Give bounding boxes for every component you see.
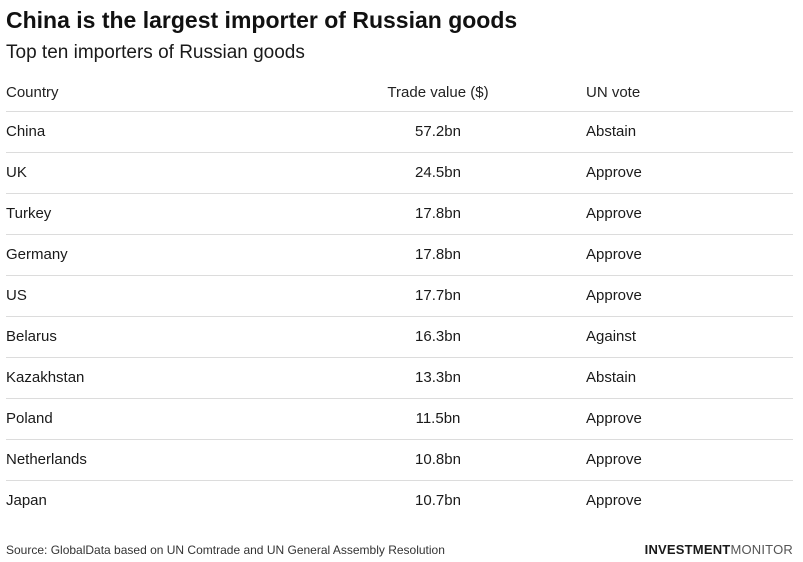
table-row: Kazakhstan 13.3bn Abstain [6,358,793,399]
country-cell: Poland [6,410,53,427]
brand-logo-part1: INVESTMENT [644,542,731,557]
trade-value-cell: 17.8bn [415,205,461,222]
trade-value-cell: 57.2bn [415,123,461,140]
country-cell: Turkey [6,205,52,222]
column-header-un-vote: UN vote [586,84,641,101]
table-row: China 57.2bn Abstain [6,112,793,153]
brand-logo-part2: MONITOR [730,542,793,557]
table-row: UK 24.5bn Approve [6,153,793,194]
country-cell: Belarus [6,328,57,345]
country-cell: Germany [6,246,68,263]
trade-value-cell: 10.7bn [415,492,461,509]
un-vote-cell: Approve [586,492,642,509]
trade-value-cell: 10.8bn [415,451,461,468]
trade-value-cell: 24.5bn [415,164,461,181]
table-row: Germany 17.8bn Approve [6,235,793,276]
trade-value-cell: 11.5bn [415,410,461,427]
table-header-row: Country Trade value ($) UN vote [6,74,793,112]
country-cell: Netherlands [6,451,87,468]
chart-subtitle: Top ten importers of Russian goods [6,42,305,63]
table-row: Japan 10.7bn Approve [6,481,793,521]
column-header-country: Country [6,84,59,101]
country-cell: US [6,287,27,304]
table-row: Turkey 17.8bn Approve [6,194,793,235]
un-vote-cell: Approve [586,205,642,222]
brand-logo: INVESTMENTMONITOR [645,542,793,557]
table-row: Netherlands 10.8bn Approve [6,440,793,481]
country-cell: Japan [6,492,47,509]
trade-value-cell: 16.3bn [415,328,461,345]
un-vote-cell: Approve [586,246,642,263]
un-vote-cell: Approve [586,287,642,304]
un-vote-cell: Approve [586,410,642,427]
table-row: Poland 11.5bn Approve [6,399,793,440]
un-vote-cell: Approve [586,451,642,468]
un-vote-cell: Abstain [586,123,637,140]
importers-table: Country Trade value ($) UN vote China 57… [6,74,793,521]
chart-title: China is the largest importer of Russian… [6,7,518,33]
trade-value-cell: 13.3bn [415,369,461,386]
table-row: US 17.7bn Approve [6,276,793,317]
source-note: Source: GlobalData based on UN Comtrade … [6,543,445,557]
un-vote-cell: Approve [586,164,642,181]
trade-value-cell: 17.8bn [415,246,461,263]
un-vote-cell: Against [586,328,637,345]
trade-value-cell: 17.7bn [415,287,461,304]
country-cell: UK [6,164,27,181]
table-row: Belarus 16.3bn Against [6,317,793,358]
country-cell: China [6,123,46,140]
un-vote-cell: Abstain [586,369,637,386]
country-cell: Kazakhstan [6,369,85,386]
column-header-trade-value: Trade value ($) [387,84,489,101]
